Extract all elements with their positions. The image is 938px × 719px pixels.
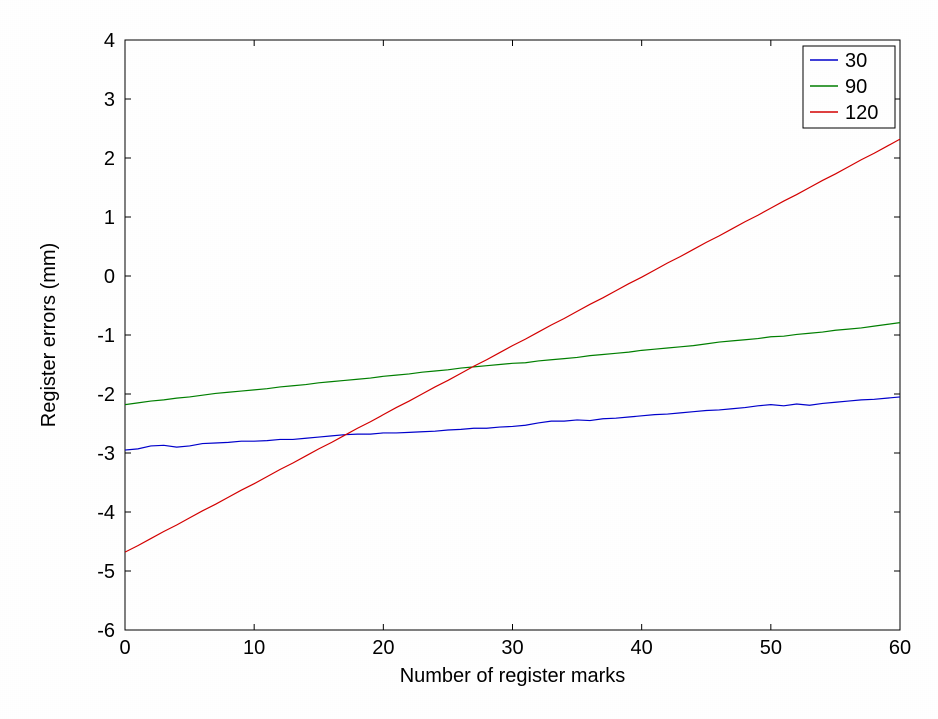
series-90: 90 bbox=[125, 323, 900, 405]
ytick-label: -2 bbox=[97, 384, 115, 406]
ytick-label: -6 bbox=[97, 620, 115, 642]
y-axis-label: Register errors (mm) bbox=[38, 243, 60, 427]
ytick-label: -1 bbox=[97, 325, 115, 347]
series-120: 120 bbox=[125, 139, 900, 552]
xtick-label: 50 bbox=[760, 637, 782, 659]
xtick-label: 60 bbox=[889, 637, 911, 659]
ytick-label: 1 bbox=[104, 207, 115, 229]
series-group: 3090120 bbox=[125, 139, 900, 552]
chart-container: 0 10 20 30 40 50 60 -6 -5 -4 -3 -2 -1 0 1 2 3 4 Number of … bbox=[0, 0, 938, 719]
plot-box bbox=[125, 40, 900, 630]
xtick-label: 0 bbox=[119, 637, 130, 659]
x-axis-label: Number of register marks bbox=[400, 665, 626, 687]
ytick-label: 2 bbox=[104, 148, 115, 170]
xtick-label: 20 bbox=[372, 637, 394, 659]
legend-label-30: 30 bbox=[845, 50, 867, 72]
ytick-label: 0 bbox=[104, 266, 115, 288]
xtick-label: 10 bbox=[243, 637, 265, 659]
chart-svg: 0 10 20 30 40 50 60 -6 -5 -4 -3 -2 -1 0 1 2 3 4 Number of … bbox=[0, 0, 938, 719]
ytick-label: 3 bbox=[104, 89, 115, 111]
xtick-label: 40 bbox=[631, 637, 653, 659]
ytick-label: -3 bbox=[97, 443, 115, 465]
xtick-label: 30 bbox=[501, 637, 523, 659]
series-30: 30 bbox=[125, 397, 900, 450]
ytick-label: 4 bbox=[104, 30, 115, 52]
ytick-label: -5 bbox=[97, 561, 115, 583]
ytick-label: -4 bbox=[97, 502, 115, 524]
legend-label-90: 90 bbox=[845, 76, 867, 98]
legend-label-120: 120 bbox=[845, 102, 878, 124]
